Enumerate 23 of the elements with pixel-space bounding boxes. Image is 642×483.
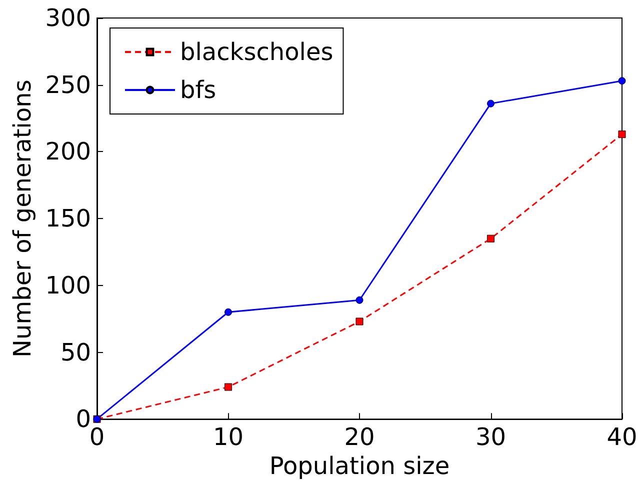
y-axis-title: Number of generations [8, 80, 36, 358]
point [356, 318, 364, 326]
y-tick-label: 50 [60, 338, 91, 366]
legend-label: blackscholes [180, 38, 334, 66]
x-tick-label: 30 [475, 423, 506, 452]
point [487, 100, 494, 108]
point [618, 77, 626, 85]
y-tick-label: 200 [45, 138, 91, 166]
legend-label: bfs [180, 76, 216, 104]
y-tick-label: 300 [45, 4, 91, 32]
point [224, 383, 232, 391]
point [224, 308, 232, 316]
x-tick-label: 20 [344, 423, 375, 452]
y-tick-label: 150 [45, 204, 91, 233]
x-tick-label: 10 [212, 423, 244, 452]
y-tick-label: 0 [76, 405, 91, 434]
point [487, 234, 494, 242]
point [356, 296, 364, 304]
x-tick-label: 40 [606, 423, 638, 452]
x-axis-title: Population size [269, 452, 450, 480]
y-tick-label: 100 [45, 271, 91, 300]
y-tick-label: 250 [45, 70, 91, 99]
point [618, 130, 626, 138]
